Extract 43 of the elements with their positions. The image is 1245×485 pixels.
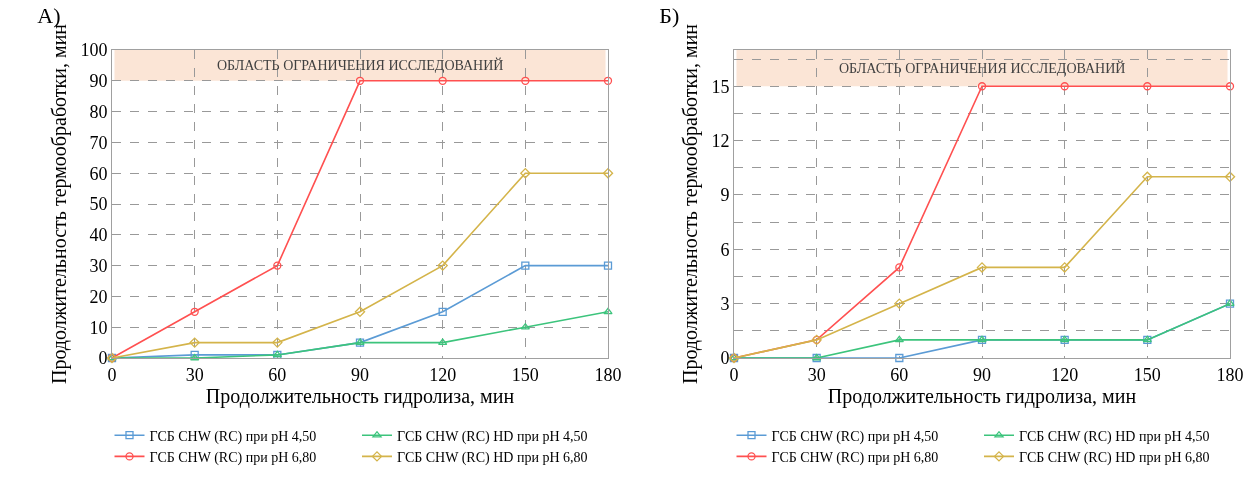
legend-label: ГСБ CHW (RC) HD при pH 6,80 <box>1019 449 1210 466</box>
y-tick-label: 50 <box>89 194 108 215</box>
y-tick-label: 0 <box>720 348 730 369</box>
y-tick-label: 30 <box>89 255 108 276</box>
y-tick-label: 90 <box>89 71 108 92</box>
y-tick-label: 9 <box>720 185 730 206</box>
y-tick-label: 3 <box>720 293 730 314</box>
legend-label: ГСБ CHW (RC) при pH 4,50 <box>771 428 939 445</box>
y-axis-title: Продолжительность термообработки, мин <box>678 23 702 385</box>
x-axis-title: Продолжительность гидролиза, мин <box>205 384 515 408</box>
chart-title: Б) <box>659 2 680 28</box>
x-tick-label: 90 <box>973 364 991 385</box>
legend-label: ГСБ CHW (RC) HD при pH 4,50 <box>397 428 588 445</box>
x-tick-label: 30 <box>807 364 826 385</box>
y-tick-label: 0 <box>98 348 108 369</box>
x-axis-title: Продолжительность гидролиза, мин <box>827 384 1137 408</box>
x-tick-label: 60 <box>268 364 287 385</box>
band-label: ОБЛАСТЬ ОГРАНИЧЕНИЯ ИССЛЕДОВАНИЙ <box>217 57 504 73</box>
y-tick-label: 15 <box>711 76 730 97</box>
x-tick-label: 180 <box>594 364 622 385</box>
y-tick-label: 100 <box>80 40 108 61</box>
x-tick-label: 150 <box>1133 364 1161 385</box>
legend-label: ГСБ CHW (RC) при pH 6,80 <box>771 449 939 466</box>
y-tick-label: 60 <box>89 163 108 184</box>
x-tick-label: 60 <box>890 364 909 385</box>
y-tick-label: 10 <box>89 317 108 338</box>
x-tick-label: 120 <box>1051 364 1079 385</box>
y-tick-label: 20 <box>89 286 108 307</box>
legend-label: ГСБ CHW (RC) HD при pH 6,80 <box>397 449 588 466</box>
y-tick-label: 70 <box>89 132 108 153</box>
y-tick-label: 80 <box>89 101 108 122</box>
y-tick-label: 12 <box>711 130 730 151</box>
y-tick-label: 6 <box>720 239 730 260</box>
x-tick-label: 120 <box>429 364 457 385</box>
legend-label: ГСБ CHW (RC) HD при pH 4,50 <box>1019 428 1210 445</box>
band-label: ОБЛАСТЬ ОГРАНИЧЕНИЯ ИССЛЕДОВАНИЙ <box>839 60 1126 76</box>
legend-label: ГСБ CHW (RC) при pH 4,50 <box>149 428 317 445</box>
y-tick-label: 40 <box>89 225 108 246</box>
legend-label: ГСБ CHW (RC) при pH 6,80 <box>149 449 317 466</box>
x-tick-label: 180 <box>1216 364 1244 385</box>
x-tick-label: 150 <box>511 364 539 385</box>
x-tick-label: 30 <box>185 364 204 385</box>
x-tick-label: 90 <box>351 364 369 385</box>
